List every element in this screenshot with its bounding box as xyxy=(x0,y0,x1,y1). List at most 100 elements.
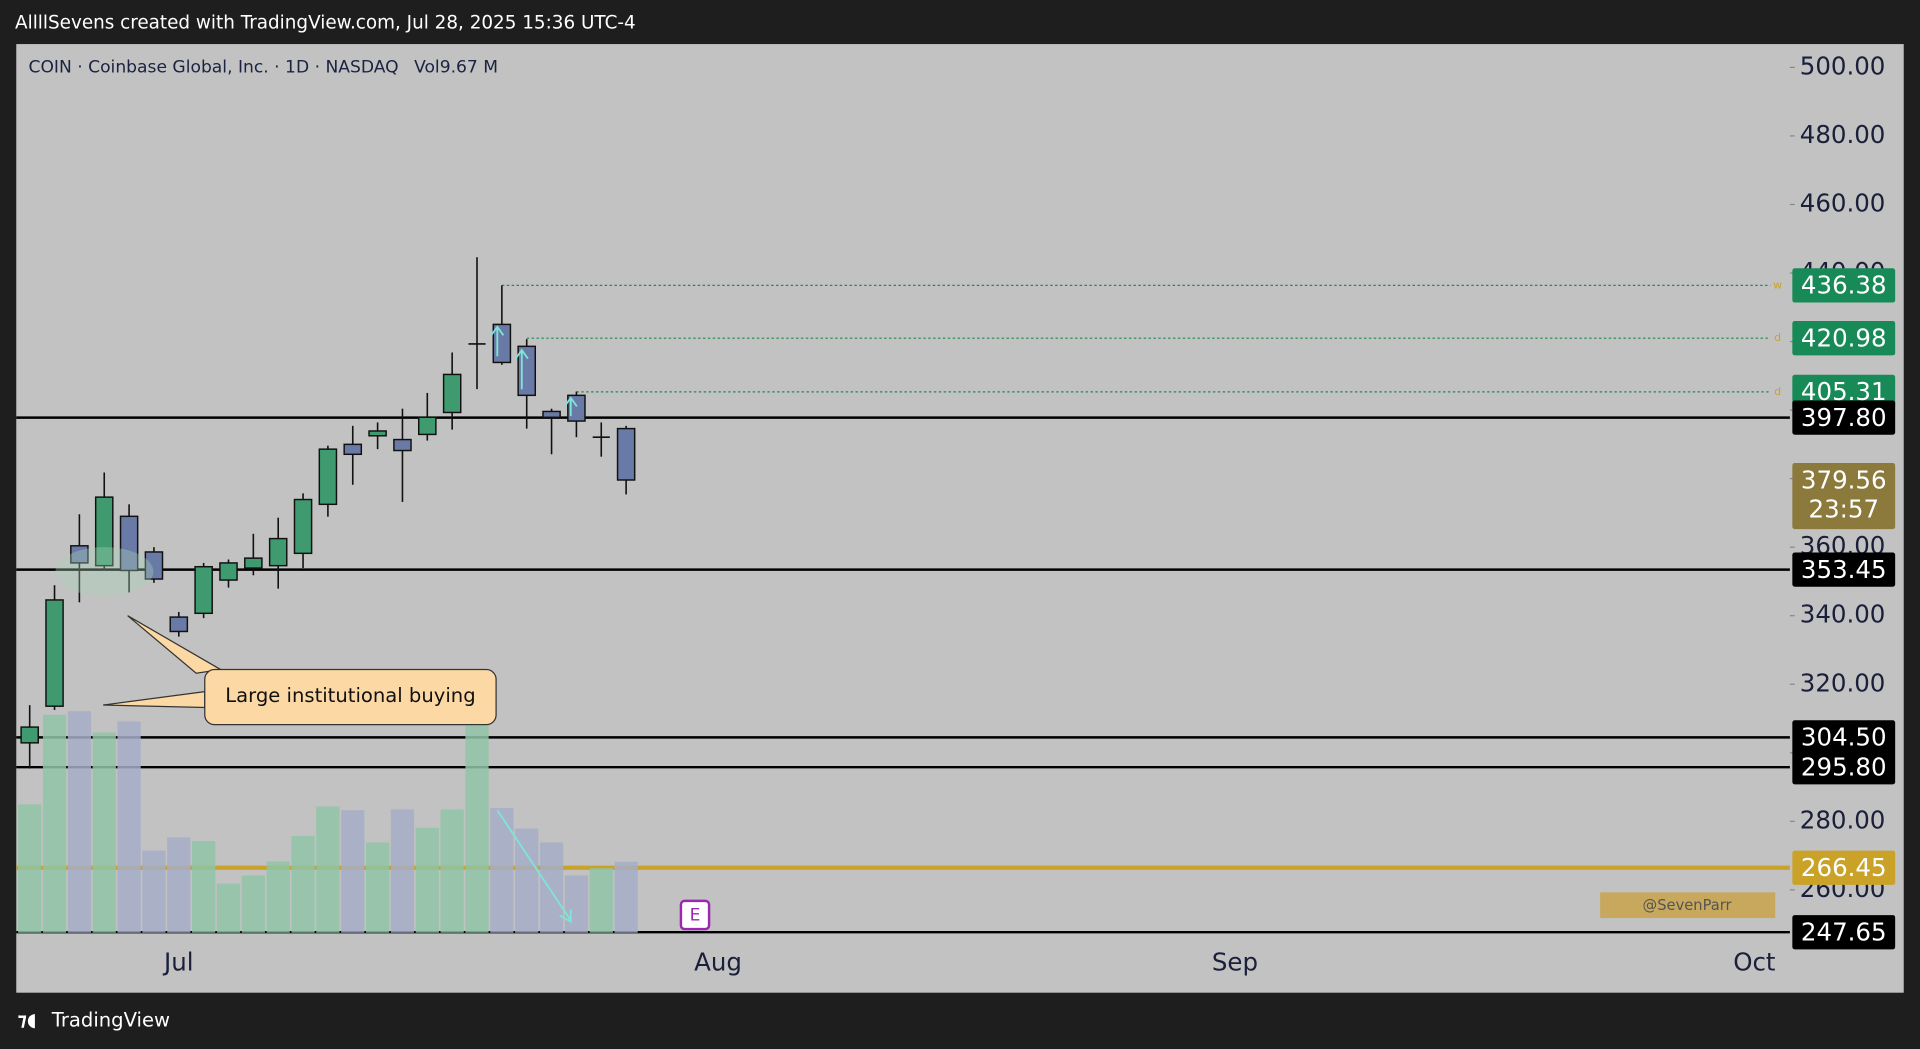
level-label-text: 353.45 xyxy=(1801,555,1887,584)
callout-text: Large institutional buying xyxy=(225,684,475,707)
candle-body xyxy=(268,537,288,567)
y-tick-label: 480.00 xyxy=(1800,120,1886,149)
candle-body xyxy=(70,545,89,564)
plot: JulAugSepOct260.00280.00300.00320.00340.… xyxy=(16,51,1896,976)
volume-bar xyxy=(92,732,116,933)
volume-bar xyxy=(415,827,439,933)
footer-text: TradingView xyxy=(51,1008,170,1031)
target-label-box xyxy=(1792,374,1896,410)
logo-mark: ⁊◖ xyxy=(17,1010,36,1031)
watermark-box xyxy=(1600,892,1776,919)
volume-bar xyxy=(365,842,390,933)
earnings-text: E xyxy=(690,906,701,926)
y-tick-label: 340.00 xyxy=(1800,600,1886,629)
level-label-box xyxy=(1792,400,1896,435)
volume-bar xyxy=(117,721,141,933)
candle-body xyxy=(517,345,537,397)
candle-body xyxy=(368,430,387,437)
volume-bar xyxy=(18,804,42,933)
candle-body xyxy=(94,496,114,567)
target-label-text: 420.98 xyxy=(1801,323,1887,352)
x-tick-label: Sep xyxy=(1212,947,1258,976)
target-tag: d xyxy=(1774,385,1781,398)
legend-title: COIN · Coinbase Global, Inc. · 1D · NASD… xyxy=(29,57,399,77)
candle-body xyxy=(194,565,213,615)
candle-body xyxy=(169,616,189,633)
candle-body xyxy=(343,443,363,456)
target-label-box xyxy=(1792,268,1896,303)
watermark-text: @SevenParr xyxy=(1643,897,1733,914)
volume-bar xyxy=(490,808,514,933)
volume-bar xyxy=(390,809,415,933)
footer-logo: ⁊◖ xyxy=(17,1010,36,1031)
candle-body xyxy=(144,551,164,580)
volume-bar xyxy=(539,842,564,933)
candle-body xyxy=(45,599,64,707)
callout-box xyxy=(204,668,497,726)
level-label-text: 266.45 xyxy=(1801,853,1887,882)
level-label-text: 247.65 xyxy=(1801,917,1887,946)
candle-body xyxy=(542,410,561,419)
y-tick-label: 320.00 xyxy=(1800,668,1886,697)
x-tick-label: Oct xyxy=(1733,947,1776,976)
volume-bar xyxy=(291,835,315,933)
level-label-text: 397.80 xyxy=(1801,403,1887,432)
level-label-box xyxy=(1792,850,1896,885)
volume-bar xyxy=(341,810,365,933)
level-label-box xyxy=(1792,915,1896,950)
countdown-text: 23:57 xyxy=(1808,495,1879,524)
highlight xyxy=(55,547,154,597)
y-tick-label: 500.00 xyxy=(1800,51,1886,80)
up-arrow xyxy=(563,396,578,417)
volume-bar xyxy=(142,850,166,933)
y-tick-label: 460.00 xyxy=(1800,188,1886,217)
volume-bar xyxy=(316,806,340,933)
up-arrow xyxy=(490,325,505,357)
volume-bar xyxy=(465,725,489,933)
candle-body xyxy=(418,416,437,436)
volume-bar xyxy=(266,861,290,933)
volume-bar xyxy=(589,868,613,933)
volume-bar xyxy=(515,828,539,933)
candle-body xyxy=(244,557,263,569)
volume-bar xyxy=(241,875,265,933)
y-tick-label: 280.00 xyxy=(1800,805,1886,834)
candle-body xyxy=(616,427,636,481)
target-label-text: 436.38 xyxy=(1801,271,1887,300)
target-tag: d xyxy=(1774,331,1781,344)
candle-body xyxy=(219,562,238,581)
last-price-text: 379.56 xyxy=(1801,465,1887,494)
candle-body xyxy=(567,394,586,422)
volume-bar xyxy=(440,809,464,933)
volume-bar xyxy=(167,837,191,933)
volume-bar xyxy=(192,841,216,933)
volume-bar xyxy=(216,883,241,933)
level-label-text: 304.50 xyxy=(1801,723,1887,752)
candle-body xyxy=(20,726,39,744)
volume-bar xyxy=(614,861,638,933)
x-tick-label: Jul xyxy=(162,947,194,976)
x-tick-label: Aug xyxy=(694,947,742,976)
last-price-box xyxy=(1792,462,1896,530)
volume-bar xyxy=(42,714,67,933)
candle-body xyxy=(119,515,139,572)
level-label-box xyxy=(1792,552,1896,587)
up-arrow xyxy=(514,348,529,390)
candle-body xyxy=(318,448,338,506)
target-tag: w xyxy=(1773,278,1782,291)
candle-body xyxy=(442,373,462,414)
earnings-marker[interactable] xyxy=(679,899,711,931)
legend-volume: Vol9.67 M xyxy=(414,57,498,77)
target-label-box xyxy=(1792,321,1896,356)
header-text: AllllSevens created with TradingView.com… xyxy=(15,12,636,33)
volume-bar xyxy=(564,875,589,933)
volume-bar xyxy=(67,711,92,933)
trend-arrow xyxy=(496,809,572,924)
level-label-text: 295.80 xyxy=(1801,752,1887,781)
candle-body xyxy=(393,438,412,452)
level-label-box xyxy=(1792,750,1896,785)
level-label-box xyxy=(1792,720,1896,755)
candle-body xyxy=(293,498,313,555)
